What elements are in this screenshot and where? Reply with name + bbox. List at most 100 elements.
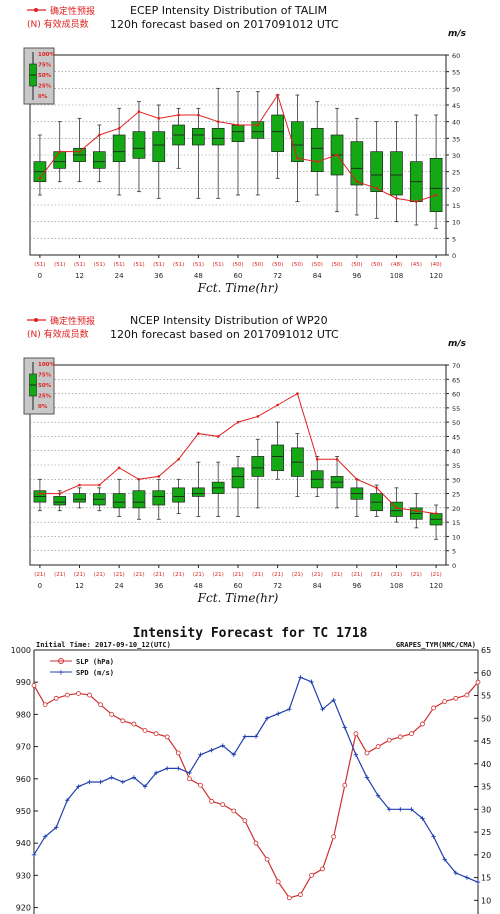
legend-slp-marker (58, 658, 64, 664)
member-count: (21) (292, 572, 303, 578)
spd-point (375, 793, 381, 798)
y-left-tick-label: 970 (16, 743, 31, 752)
spd-point (253, 734, 259, 739)
deterministic-point (395, 506, 398, 510)
member-count: (21) (411, 572, 422, 578)
legend-n-label: (N) 有效成员数 (27, 328, 89, 340)
box (310, 127, 324, 173)
box (390, 151, 403, 196)
box-legend-panel (23, 47, 55, 105)
spd-point (131, 775, 137, 780)
deterministic-point (315, 160, 319, 163)
deterministic-point (157, 117, 161, 120)
spd-point (442, 857, 447, 862)
spd-point (231, 752, 236, 757)
slp-point (397, 734, 403, 740)
y-tick-label: 10 (452, 533, 460, 541)
box (112, 134, 126, 163)
slp-point (98, 702, 103, 708)
x-tick-label: 12 (75, 272, 84, 280)
spd-point (242, 734, 248, 739)
y-left-tick-label: 960 (16, 775, 31, 784)
box (73, 493, 86, 503)
deterministic-point (335, 153, 339, 157)
box (429, 157, 443, 213)
deterministic-point (177, 113, 180, 117)
slp-point (120, 718, 126, 724)
x-tick-label: 0 (38, 272, 42, 280)
deterministic-point (414, 200, 418, 203)
spd-point (187, 770, 192, 776)
deterministic-point (38, 177, 42, 180)
chart-title: Intensity Forecast for TC 1718 (133, 626, 368, 641)
y-tick-label: 45 (452, 102, 460, 110)
deterministic-point (117, 466, 121, 470)
member-count: (21) (193, 572, 204, 578)
member-count: (51) (213, 262, 224, 268)
box-legend-panel (23, 357, 55, 415)
member-count: (51) (173, 262, 184, 268)
spd-point (198, 752, 203, 757)
member-count: (21) (430, 572, 441, 578)
slp-point (64, 692, 70, 698)
spd-point (120, 779, 125, 785)
member-count: (51) (193, 262, 204, 268)
spd-point (364, 775, 370, 780)
slp-point (375, 744, 381, 749)
spd-point (309, 679, 314, 685)
deterministic-point (375, 187, 378, 190)
y-right-tick-label: 55 (481, 692, 491, 701)
slp-point (331, 834, 337, 840)
member-count: (50) (371, 262, 382, 268)
box (350, 141, 364, 186)
slp-point (209, 798, 215, 804)
legend-spd-marker: + (58, 668, 65, 677)
y-tick-label: 30 (452, 152, 460, 160)
spd-point (420, 816, 425, 821)
deterministic-point (276, 93, 279, 97)
y-tick-label: 35 (452, 135, 460, 143)
chart-subtitle: 120h forecast based on 2017091012 UTC (110, 328, 339, 341)
spd-point (464, 875, 470, 880)
spd-point (387, 807, 392, 812)
x-tick-label: 48 (194, 582, 203, 590)
legend-n-label: (N) 有效成员数 (27, 18, 89, 30)
box (192, 487, 205, 497)
y-axis-unit: m/s (448, 339, 467, 349)
y-tick-label: 15 (452, 202, 460, 210)
spd-point (353, 752, 359, 757)
slp-point (386, 737, 392, 743)
slp-point (164, 734, 170, 740)
spd-point (109, 775, 114, 780)
deterministic-point (355, 180, 359, 183)
slp-point (42, 702, 48, 708)
box (92, 151, 106, 169)
x-tick-label: 72 (273, 272, 282, 280)
box (271, 444, 284, 472)
chart-title: ECEP Intensity Distribution of TALIM (130, 4, 327, 17)
spd-point (475, 879, 481, 885)
member-count: (21) (113, 572, 124, 578)
y-left-tick-label: 980 (16, 710, 31, 719)
deterministic-point (296, 157, 299, 160)
chart-subtitle: 120h forecast based on 2017091012 UTC (110, 18, 339, 31)
legend-line-marker (34, 318, 38, 322)
slp-point (420, 721, 425, 727)
box (132, 490, 146, 509)
deterministic-point (276, 403, 279, 407)
box (53, 496, 67, 506)
slp-point (153, 731, 159, 737)
spd-point (276, 711, 281, 716)
member-count: (51) (74, 262, 85, 268)
box (251, 456, 265, 477)
slp-point (253, 840, 259, 846)
slp-point (76, 691, 81, 696)
deterministic-point (157, 475, 161, 478)
member-count: (21) (153, 572, 164, 578)
spd-point (98, 779, 103, 785)
member-count: (21) (133, 572, 144, 578)
y-tick-label: 10 (452, 219, 460, 227)
slp-point (220, 802, 226, 807)
slp-point (442, 699, 448, 704)
